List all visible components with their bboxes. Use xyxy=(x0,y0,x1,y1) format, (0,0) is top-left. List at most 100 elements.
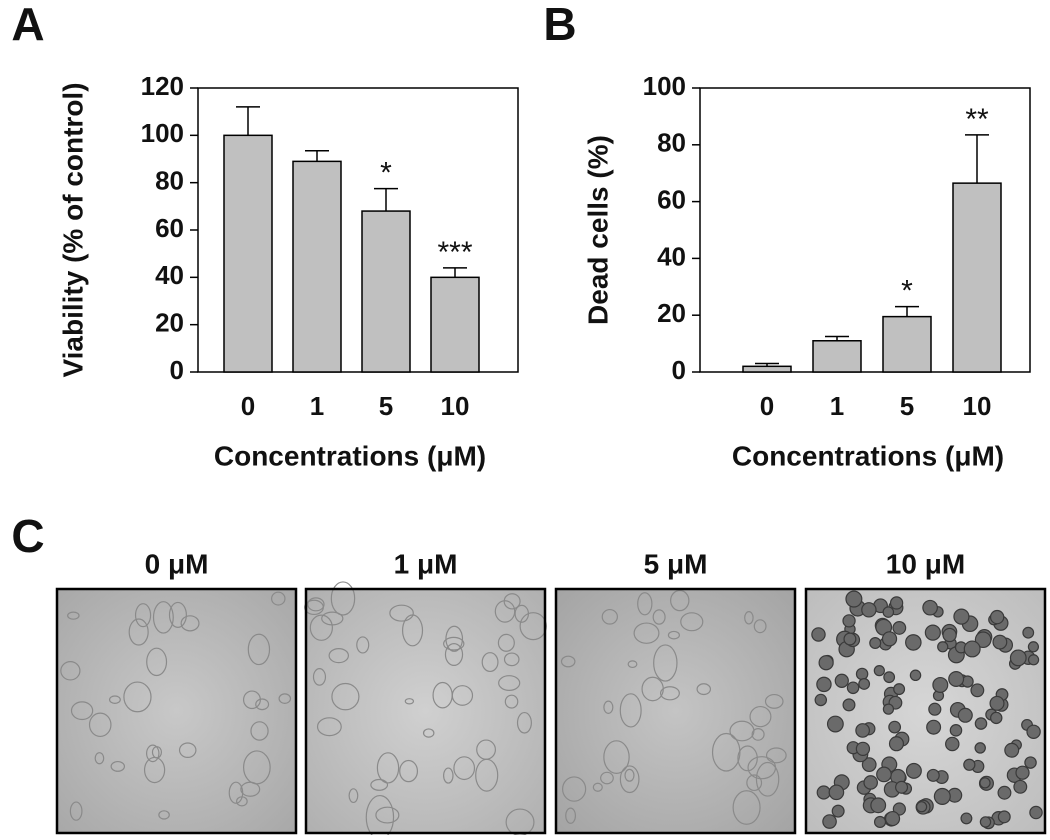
cell xyxy=(905,762,922,779)
y-tick-label: 80 xyxy=(155,166,184,196)
cell xyxy=(134,603,152,628)
error-bar xyxy=(443,267,467,278)
micrograph-frame xyxy=(55,587,298,835)
cell xyxy=(926,719,942,735)
cell xyxy=(749,705,772,728)
cell xyxy=(861,602,877,618)
cell xyxy=(307,597,325,612)
cell xyxy=(842,698,856,712)
cell xyxy=(600,771,614,785)
cell xyxy=(592,782,603,792)
cell xyxy=(846,681,860,695)
cell xyxy=(744,611,754,625)
bar xyxy=(812,340,862,373)
x-axis-label: Concentrations (μM) xyxy=(214,440,486,471)
cell xyxy=(953,608,970,625)
cell xyxy=(504,694,519,709)
cell xyxy=(855,723,870,738)
x-tick-label: 5 xyxy=(900,391,914,421)
cell xyxy=(737,745,758,772)
micrograph-frame xyxy=(304,587,547,835)
cell xyxy=(60,661,81,681)
plot-frame xyxy=(197,87,519,373)
cell xyxy=(503,593,521,610)
cell xyxy=(497,633,515,652)
cell xyxy=(670,589,690,612)
cell xyxy=(732,790,761,825)
cell xyxy=(884,810,901,827)
cell xyxy=(892,621,907,635)
cell xyxy=(1022,626,1035,639)
error-bar xyxy=(374,187,398,212)
cell xyxy=(240,781,261,797)
cell xyxy=(603,740,630,774)
cell xyxy=(970,683,985,698)
bar xyxy=(742,365,792,373)
bar xyxy=(882,315,932,373)
cell xyxy=(422,728,435,738)
cell xyxy=(937,641,949,653)
cell xyxy=(242,690,261,710)
y-tick-label: 100 xyxy=(141,118,184,148)
cell xyxy=(979,816,992,828)
cell xyxy=(70,701,94,721)
cell xyxy=(855,741,871,757)
cell xyxy=(633,622,660,644)
cell xyxy=(619,693,642,728)
cell xyxy=(945,736,960,752)
panel-label: A xyxy=(11,0,44,50)
cell xyxy=(255,698,270,711)
y-axis-label: Dead cells (%) xyxy=(582,135,613,325)
cell xyxy=(926,768,940,782)
cell xyxy=(909,669,922,682)
cell xyxy=(653,644,678,682)
y-tick-label: 60 xyxy=(657,184,686,214)
cell xyxy=(1013,779,1028,794)
cell xyxy=(960,812,973,825)
cell xyxy=(328,647,350,664)
cell xyxy=(627,660,638,669)
cell xyxy=(933,787,951,805)
cell xyxy=(309,614,333,641)
cell xyxy=(1027,641,1040,653)
x-tick-label: 10 xyxy=(963,391,992,421)
cell xyxy=(128,618,149,646)
cell xyxy=(316,717,342,737)
cell xyxy=(1015,765,1030,780)
significance-mark: * xyxy=(901,275,913,308)
cell xyxy=(924,624,941,641)
cell xyxy=(624,768,635,782)
cell xyxy=(1026,724,1041,739)
cell xyxy=(1024,756,1037,769)
cell xyxy=(816,676,832,693)
cell xyxy=(826,715,844,733)
x-tick-label: 10 xyxy=(441,391,470,421)
cell xyxy=(905,634,922,651)
cell xyxy=(110,760,126,772)
cell xyxy=(619,765,640,794)
cell xyxy=(957,707,973,723)
cell xyxy=(389,604,414,622)
cell xyxy=(765,747,787,764)
cell xyxy=(895,780,909,794)
cell xyxy=(989,695,1005,711)
x-tick-label: 1 xyxy=(310,391,324,421)
cell xyxy=(680,612,704,632)
y-tick-label: 40 xyxy=(657,241,686,271)
cell xyxy=(922,599,938,616)
cell xyxy=(814,693,828,707)
cell xyxy=(834,673,849,688)
cell xyxy=(158,810,170,820)
y-tick-label: 120 xyxy=(141,71,184,101)
cell xyxy=(893,683,906,696)
cell xyxy=(888,736,905,752)
micrograph xyxy=(556,589,795,833)
image-label: 1 μM xyxy=(394,548,458,579)
cell xyxy=(146,744,160,763)
cell xyxy=(863,775,878,790)
micrograph-frame xyxy=(804,587,1047,835)
cell xyxy=(696,683,712,696)
cell xyxy=(883,671,896,684)
cell xyxy=(168,601,187,628)
cell xyxy=(88,712,112,738)
